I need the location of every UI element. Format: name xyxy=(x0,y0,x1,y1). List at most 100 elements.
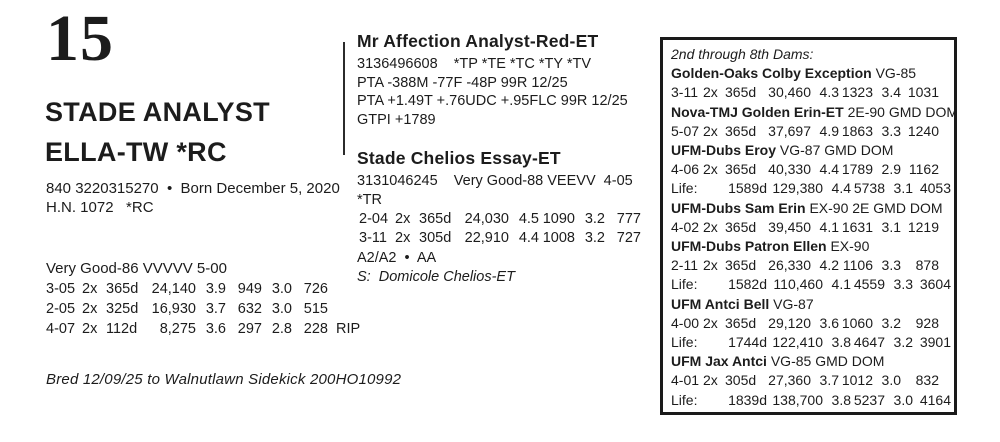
dam-entry-name: UFM-Dubs Patron Ellen xyxy=(671,238,827,255)
life-record-row: Life: 1839d 138,700 3.8 5237 3.0 4164 xyxy=(671,391,951,410)
lactation-record-row: 4-07 2x 112d 8,275 3.6 297 2.8 228 RIP xyxy=(46,319,360,339)
record-cell: 1060 xyxy=(841,314,873,331)
animal-name: STADE ANALYST ELLA-TW *RC xyxy=(45,92,270,172)
record-cell: 4.4 xyxy=(518,230,539,247)
record-cell: 297 xyxy=(237,321,262,337)
record-cell: 4.4 xyxy=(831,180,851,197)
record-cell: 27,360 xyxy=(768,372,811,389)
record-cell: Life: xyxy=(671,391,698,408)
record-cell: 8,275 xyxy=(159,321,196,337)
record-cell: 3.6 xyxy=(819,314,839,331)
record-cell: 39,450 xyxy=(768,218,811,235)
dam-entry-name-line: Golden-Oaks Colby Exception VG-85 xyxy=(671,64,950,83)
record-cell: 4.4 xyxy=(819,161,839,178)
record-cell: 122,410 xyxy=(772,334,823,351)
dam-section: Stade Chelios Essay-ET 3131046245 Very G… xyxy=(357,148,657,287)
record-cell: 1589d xyxy=(728,180,767,197)
record-cell: Life: xyxy=(671,334,698,351)
record-cell: 632 xyxy=(237,301,262,317)
record-cell: 3.3 xyxy=(881,122,901,139)
record-cell: 1240 xyxy=(907,122,939,139)
record-cell: 949 xyxy=(237,281,262,297)
life-record-row: Life: 1744d 122,410 3.8 4647 3.2 3901 xyxy=(671,333,951,352)
record-cell: 305d xyxy=(725,372,757,389)
record-cell: 832 xyxy=(915,372,939,389)
record-cell: 3.7 xyxy=(205,301,226,317)
record-cell: 26,330 xyxy=(768,257,811,274)
record-cell: 4.1 xyxy=(819,218,839,235)
record-cell: 2x xyxy=(703,84,718,101)
record-cell: 1631 xyxy=(841,218,873,235)
dam-entry-rating: EX-90 xyxy=(830,238,870,255)
record-cell: 3901 xyxy=(919,334,951,351)
record-cell: 2x xyxy=(703,122,718,139)
dam-entry-rating: 2E-90 GMD DOM xyxy=(847,103,959,120)
bred-line: Bred 12/09/25 to Walnutlawn Sidekick 200… xyxy=(46,371,402,388)
record-cell: 365d xyxy=(725,122,757,139)
record-cell: 365d xyxy=(725,314,757,331)
record-cell: 3.0 xyxy=(881,372,901,389)
dam-id-line: 3131046245 Very Good-88 VEEVV 4-05 *TR xyxy=(357,173,641,208)
record-cell: 1582d xyxy=(728,276,767,293)
record-cell: 1031 xyxy=(907,84,939,101)
record-cell: 727 xyxy=(616,230,641,247)
record-cell: RIP xyxy=(336,321,361,337)
record-cell: 305d xyxy=(419,230,452,247)
dam-entry-name: Golden-Oaks Colby Exception xyxy=(671,65,872,82)
dam-entry-name-line: Nova-TMJ Golden Erin-ET 2E-90 GMD DOM xyxy=(671,103,958,122)
dam-entry-rating: VG-85 GMD DOM xyxy=(770,353,885,370)
record-cell: 24,140 xyxy=(151,281,196,297)
record-cell: 365d xyxy=(725,257,757,274)
lot-number: 15 xyxy=(46,2,114,75)
record-cell: 1106 xyxy=(842,257,873,274)
sire-section: Mr Affection Analyst-Red-ET 3136496608 *… xyxy=(357,31,657,129)
sire-pta-line1: PTA -388M -77F -48P 99R 12/25 xyxy=(357,74,568,91)
animal-name-line1: STADE ANALYST xyxy=(45,97,270,127)
record-cell: 3604 xyxy=(919,276,951,293)
life-record-row: Life: 1589d 129,380 4.4 5738 3.1 4053 xyxy=(671,179,951,198)
dam-genotype-line: A2/A2 • AA xyxy=(357,249,437,266)
lactation-record-row: 4-06 2x 365d 40,330 4.4 1789 2.9 1162 xyxy=(671,160,950,179)
sire-id-line: 3136496608 *TP *TE *TC *TY *TV xyxy=(357,56,592,72)
life-record-row: Life: 1582d 110,460 4.1 4559 3.3 3604 xyxy=(671,275,951,294)
record-cell: 777 xyxy=(616,211,641,227)
record-cell: 2x xyxy=(703,161,718,178)
registration-line: 840 3220315270 • Born December 5, 2020 xyxy=(46,180,340,197)
record-cell: 365d xyxy=(106,281,139,297)
record-cell: 4.5 xyxy=(518,211,539,227)
record-cell: 2x xyxy=(703,218,718,235)
dam-entry-name: Nova-TMJ Golden Erin-ET xyxy=(671,103,844,120)
record-cell: 515 xyxy=(303,301,328,317)
record-cell: 4164 xyxy=(919,391,951,408)
dam-entry-name-line: UFM-Dubs Sam Erin EX-90 2E GMD DOM xyxy=(671,199,950,218)
record-cell: 3.0 xyxy=(271,281,292,297)
record-cell: 4-06 xyxy=(671,161,700,178)
record-cell: 2.9 xyxy=(881,161,901,178)
record-cell: 3.0 xyxy=(893,391,913,408)
record-cell: 5738 xyxy=(853,180,885,197)
record-cell: 4-01 xyxy=(671,372,700,389)
sire-gtpi-line: GTPI +1789 xyxy=(357,111,436,128)
dam-name: Stade Chelios Essay-ET xyxy=(357,148,561,168)
record-cell: 4.3 xyxy=(819,84,839,101)
sire-pta-line2: PTA +1.49T +.76UDC +.95FLC 99R 12/25 xyxy=(357,93,628,110)
lactation-record-row: 2-04 2x 365d 24,030 4.5 1090 3.2 777 xyxy=(359,210,657,229)
record-cell: 3.8 xyxy=(831,391,851,408)
record-cell: 37,697 xyxy=(768,122,811,139)
record-cell: 29,120 xyxy=(768,314,811,331)
record-cell: 2x xyxy=(82,301,98,317)
lactation-record-row: 3-11 2x 365d 30,460 4.3 1323 3.4 1031 xyxy=(671,83,950,102)
record-cell: 928 xyxy=(915,314,939,331)
record-cell: 726 xyxy=(303,281,328,297)
record-cell: 3.2 xyxy=(893,334,913,351)
record-cell: 4053 xyxy=(919,180,951,197)
record-cell: 1012 xyxy=(841,372,873,389)
record-cell: 2x xyxy=(703,314,718,331)
record-cell: 110,460 xyxy=(773,276,823,293)
lactation-record-row: 4-00 2x 365d 29,120 3.6 1060 3.2 928 xyxy=(671,314,950,333)
record-cell: 1162 xyxy=(908,161,939,178)
record-cell: 4-00 xyxy=(671,314,700,331)
dam-entry-rating: VG-87 GMD DOM xyxy=(779,142,894,159)
record-cell: 3.6 xyxy=(205,321,226,337)
